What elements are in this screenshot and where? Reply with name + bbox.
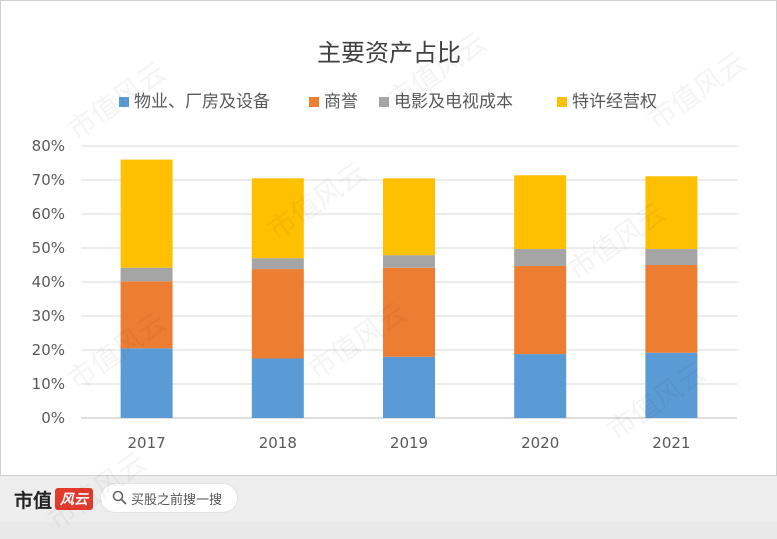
brand-logo-badge: 风云 <box>55 488 94 510</box>
x-tick-label: 2019 <box>390 434 428 452</box>
y-tick-label: 20% <box>32 341 65 359</box>
x-tick-label: 2020 <box>521 434 559 452</box>
bar-segment <box>514 175 567 250</box>
y-tick-label: 50% <box>32 239 65 257</box>
legend-swatch <box>119 97 129 107</box>
bar-segment <box>251 178 304 259</box>
legend-swatch <box>379 97 389 107</box>
bar-segment <box>383 178 435 256</box>
search-placeholder: 买股之前搜一搜 <box>131 493 223 508</box>
legend-label: 电影及电视成本 <box>394 92 513 112</box>
legend: 物业、厂房及设备 商誉 电影及电视成本 特许经营权 <box>119 92 657 112</box>
chart-title: 主要资产占比 <box>317 39 461 67</box>
bar-segment <box>645 352 698 418</box>
bar-segment <box>251 269 304 359</box>
y-tick-label: 0% <box>41 409 65 427</box>
bar-segment <box>645 176 698 250</box>
bar-segment <box>514 266 567 355</box>
x-axis: 2017 2018 2019 2020 2021 <box>128 434 691 452</box>
bar-segment <box>120 267 173 282</box>
x-tick-label: 2018 <box>259 434 297 452</box>
x-tick-label: 2017 <box>128 434 166 452</box>
legend-swatch <box>557 97 567 107</box>
bar-segment <box>120 281 173 349</box>
bar-segment <box>514 249 567 267</box>
y-axis: 0% 10% 20% 30% 40% 50% 60% 70% 80% <box>32 137 65 427</box>
y-tick-label: 30% <box>32 307 65 325</box>
chart-card: 主要资产占比 物业、厂房及设备 商誉 电影及电视成本 特许经营权 0% 10% 20% 30… <box>0 0 777 476</box>
legend-label: 特许经营权 <box>572 92 657 112</box>
bar-segment <box>645 249 698 265</box>
footer-bar: 市值 风云 买股之前搜一搜 <box>0 476 777 522</box>
y-tick-label: 40% <box>32 273 65 291</box>
bar-segment <box>120 159 173 268</box>
y-tick-label: 10% <box>32 375 65 393</box>
legend-label: 物业、厂房及设备 <box>134 92 270 112</box>
y-tick-label: 60% <box>32 205 65 223</box>
bar-segment <box>514 354 567 418</box>
brand-text: 市值 <box>14 489 53 512</box>
y-tick-label: 70% <box>32 171 65 189</box>
bar-segment <box>251 258 304 270</box>
search-icon <box>112 490 127 505</box>
bar-segment <box>383 356 435 418</box>
chart-svg: 主要资产占比 物业、厂房及设备 商誉 电影及电视成本 特许经营权 0% 10% 20% 30… <box>32 39 737 452</box>
legend-swatch <box>309 97 319 107</box>
bars <box>120 159 698 418</box>
bar-segment <box>251 358 304 418</box>
legend-label: 商誉 <box>324 92 358 112</box>
bar-segment <box>645 265 698 353</box>
search-box[interactable]: 买股之前搜一搜 <box>101 484 237 512</box>
x-tick-label: 2021 <box>652 434 690 452</box>
brand-logo: 市值 风云 <box>14 486 94 512</box>
bar-segment <box>383 255 435 268</box>
bar-segment <box>383 267 435 357</box>
bar-segment <box>120 348 173 418</box>
y-tick-label: 80% <box>32 137 65 155</box>
